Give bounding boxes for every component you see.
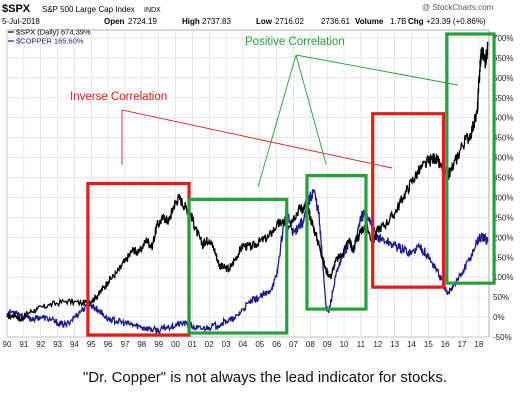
low-value: 2716.02 <box>275 17 304 26</box>
header-date: 5-Jul-2018 <box>2 17 40 26</box>
pointer-positive-3 <box>295 54 459 86</box>
x-tick-label: 99 <box>154 340 163 349</box>
x-tick-label: 09 <box>323 340 332 349</box>
x-tick-label: 97 <box>121 340 130 349</box>
x-tick-label: 95 <box>87 340 96 349</box>
y-tick-label: 50% <box>493 293 509 302</box>
pointer-inverse-2 <box>121 109 393 169</box>
x-tick-label: 11 <box>357 340 366 349</box>
y-tick-label: 300% <box>493 193 513 202</box>
chart-caption: "Dr. Copper" is not always the lead indi… <box>82 369 448 386</box>
y-tick-label: 650% <box>493 54 513 63</box>
close-value: 2736.61 <box>321 17 350 26</box>
y-tick-label: 450% <box>493 134 513 143</box>
x-tick-label: 93 <box>53 340 62 349</box>
x-tick-label: 10 <box>340 340 349 349</box>
series-copper-line <box>6 189 489 335</box>
x-tick-label: 01 <box>188 340 197 349</box>
brand: @ StockCharts.com <box>422 3 494 12</box>
annotation-inverse-correlation: Inverse Correlation <box>70 91 167 103</box>
legend-copper: $COPPER 165.60% <box>16 37 84 46</box>
y-tick-label: 200% <box>493 233 513 242</box>
y-tick-label: 550% <box>493 94 513 103</box>
pointer-positive-2 <box>295 54 327 165</box>
chg-value: +23.39 (+0.86%) <box>426 17 486 26</box>
y-tick-label: 100% <box>493 273 513 282</box>
high-value: 2737.83 <box>202 17 231 26</box>
pointer-positive-1 <box>257 54 297 188</box>
y-tick-label: 150% <box>493 253 513 262</box>
annotation-positive-correlation: Positive Correlation <box>245 36 345 48</box>
y-tick-label: 250% <box>493 213 513 222</box>
x-tick-label: 15 <box>424 340 433 349</box>
open-label: Open <box>104 17 125 26</box>
box-positive-correlation <box>305 173 368 311</box>
x-tick-label: 07 <box>289 340 298 349</box>
y-tick-label: 400% <box>493 154 513 163</box>
x-tick-label: 92 <box>36 340 45 349</box>
y-axis: -50% 0% 50% 100% 150% 200% 250% 300% 350% 400% 450… <box>493 34 513 342</box>
x-tick-label: 08 <box>306 340 315 349</box>
index-name: S&P 500 Large Cap Index <box>42 5 135 14</box>
x-axis: 90 91 92 93 94 95 96 97 98 99 00 01 02 03 04 05 06 07 08 09… <box>3 340 484 349</box>
box-positive-correlation <box>187 197 289 335</box>
x-tick-label: 12 <box>373 340 382 349</box>
chg-label: Chg <box>408 17 424 26</box>
y-tick-label: -50% <box>493 333 512 342</box>
x-tick-label: 06 <box>272 340 281 349</box>
x-tick-label: 03 <box>222 340 231 349</box>
y-tick-label: 350% <box>493 174 513 183</box>
volume-value: 1.7B <box>390 17 406 26</box>
grid <box>6 30 489 338</box>
x-tick-label: 90 <box>3 340 12 349</box>
open-value: 2724.19 <box>128 17 157 26</box>
x-tick-label: 13 <box>390 340 399 349</box>
symbol: $SPX <box>2 3 31 15</box>
volume-label: Volume <box>355 17 384 26</box>
x-tick-label: 98 <box>137 340 146 349</box>
y-tick-label: 0% <box>493 313 505 322</box>
correlation-boxes <box>86 32 496 337</box>
plot-frame <box>6 29 490 338</box>
x-tick-label: 14 <box>407 340 416 349</box>
x-tick-label: 17 <box>458 340 467 349</box>
box-positive-correlation <box>445 32 496 285</box>
x-tick-label: 94 <box>70 340 79 349</box>
x-tick-label: 96 <box>104 340 113 349</box>
x-tick-label: 91 <box>19 340 28 349</box>
exchange: INDX <box>144 7 161 14</box>
y-tick-label: 600% <box>493 74 513 83</box>
y-tick-label: 700% <box>493 34 513 43</box>
series-spx-line <box>6 41 489 322</box>
box-inverse-correlation <box>371 112 446 289</box>
x-tick-label: 18 <box>474 340 483 349</box>
y-tick-label: 500% <box>493 114 513 123</box>
x-tick-label: 16 <box>441 340 450 349</box>
x-tick-label: 05 <box>255 340 264 349</box>
x-tick-label: 00 <box>171 340 180 349</box>
high-label: High <box>182 17 200 26</box>
x-tick-label: 02 <box>205 340 214 349</box>
low-label: Low <box>256 17 273 26</box>
x-tick-label: 04 <box>238 340 247 349</box>
legend: $SPX (Daily) 674.39% $COPPER 165.60% <box>8 28 91 46</box>
legend-spx: $SPX (Daily) 674.39% <box>16 28 91 37</box>
